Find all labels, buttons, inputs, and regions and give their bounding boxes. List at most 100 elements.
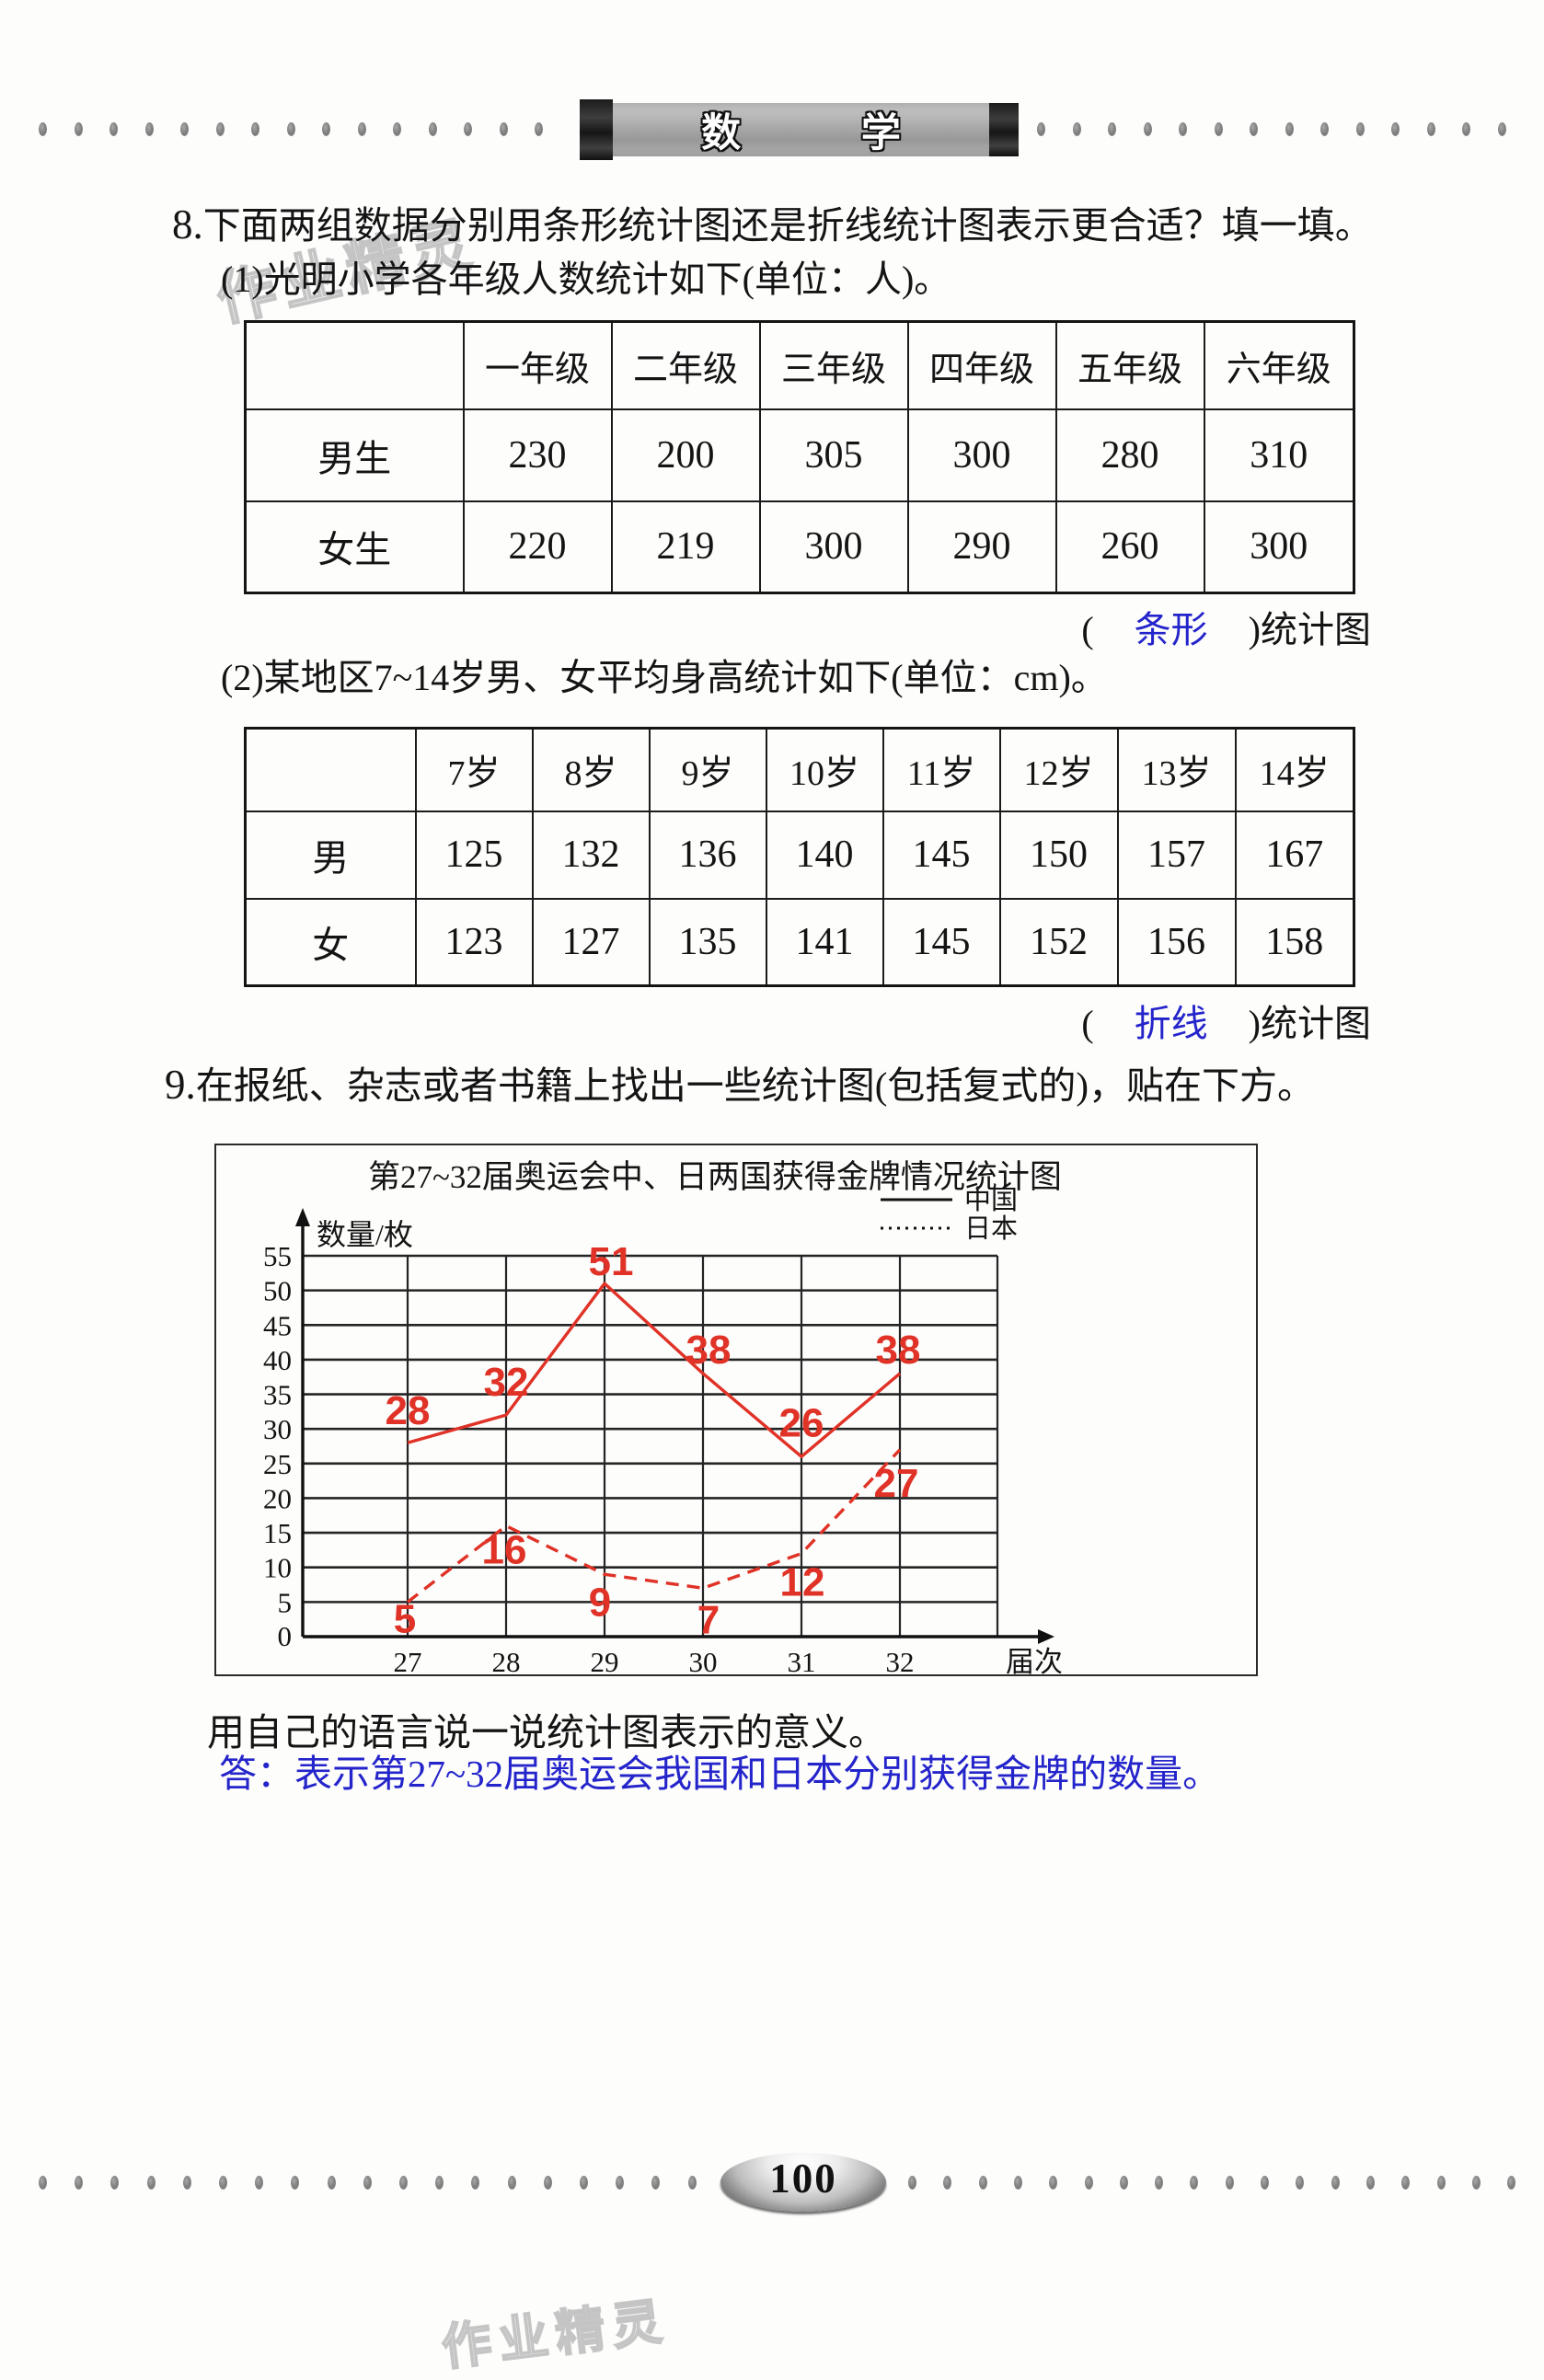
- table-cell: 123: [414, 897, 534, 987]
- open-paren: (: [1081, 609, 1094, 650]
- table-cell: 157: [1116, 810, 1237, 900]
- svg-text:45: 45: [263, 1309, 292, 1341]
- question-9-number: 9.: [165, 1062, 196, 1108]
- decorative-dot: [39, 122, 47, 136]
- legend-label: 日本: [964, 1213, 1018, 1244]
- table-cell: 158: [1234, 897, 1355, 987]
- question-9-answer: 答：表示第27~32届奥运会我国和日本分别获得金牌的数量。: [219, 1753, 1221, 1795]
- table-row: 男生 230 200 305 300 280 310: [244, 408, 1355, 502]
- decorative-dot: [1179, 122, 1187, 136]
- decorative-dot: [1225, 2176, 1234, 2190]
- decorative-dot: [357, 122, 366, 136]
- part2-body: 某地区7~14岁男、女平均身高统计如下(单位：cm)。: [263, 657, 1108, 698]
- data-point-label: 38: [686, 1328, 732, 1373]
- decorative-dot: [1155, 2176, 1164, 2190]
- decorative-dot: [471, 2176, 480, 2190]
- decorative-dot: [908, 2176, 916, 2190]
- decorative-dot: [399, 2176, 408, 2190]
- svg-text:50: 50: [263, 1275, 292, 1307]
- table-header-cell: 三年级: [758, 320, 909, 410]
- decorative-dot: [1320, 122, 1329, 136]
- table-header-cell: 一年级: [462, 320, 613, 410]
- table-cell: 230: [462, 408, 613, 502]
- workbook-page: 数 学 作业精灵 8.下面两组数据分别用条形统计图还是折线统计图表示更合适？填一…: [39, 99, 1516, 2377]
- part2-answer-line: (折线)统计图: [1081, 994, 1371, 1047]
- table-cell: 141: [765, 897, 884, 987]
- table-header-row: 一年级 二年级 三年级 四年级 五年级 六年级: [244, 320, 1355, 410]
- table-header-cell: 8岁: [531, 727, 651, 812]
- part1-answer-blank: 条形: [1134, 609, 1208, 650]
- table-row: 男 125 132 136 140 145 150 157 167: [244, 810, 1355, 900]
- table-cell: 305: [758, 408, 909, 502]
- decorative-dot: [39, 2176, 47, 2190]
- decorative-dot: [1261, 2176, 1269, 2190]
- table-cell: 136: [648, 810, 767, 900]
- svg-text:29: 29: [591, 1646, 619, 1674]
- table-cell: 132: [531, 810, 651, 900]
- table-cell: 300: [758, 500, 909, 594]
- svg-text:31: 31: [788, 1646, 816, 1674]
- y-axis-arrow-icon: [295, 1208, 310, 1226]
- decorative-dot: [687, 2176, 697, 2190]
- data-point-label: 27: [874, 1461, 919, 1506]
- decorative-dot: [978, 2176, 987, 2190]
- table-header-cell: 7岁: [414, 727, 534, 812]
- svg-text:40: 40: [263, 1344, 292, 1376]
- decorative-dot: [219, 2176, 227, 2190]
- svg-text:30: 30: [263, 1413, 292, 1445]
- decorative-dot: [1049, 2176, 1058, 2190]
- svg-text:35: 35: [263, 1379, 292, 1411]
- y-axis-label: 数量/枚: [317, 1218, 413, 1251]
- decorative-dot: [1365, 2176, 1375, 2190]
- decorative-dot: [144, 122, 154, 136]
- close-paren: ): [1248, 1003, 1261, 1044]
- decorative-dot: [1214, 122, 1223, 136]
- table-cell: 135: [648, 897, 767, 987]
- decorative-dot: [543, 2176, 552, 2190]
- height-by-age-table: 7岁 8岁 9岁 10岁 11岁 12岁 13岁 14岁男 125 132 136 140 145 150…: [244, 727, 1355, 987]
- table-cell: 152: [998, 897, 1119, 987]
- table-cell: 220: [462, 500, 613, 594]
- decorative-dot: [1108, 122, 1116, 136]
- table-header-cell: 14岁: [1234, 727, 1355, 812]
- svg-text:15: 15: [263, 1517, 292, 1549]
- table-cell: 150: [998, 810, 1119, 900]
- data-point-label: 51: [589, 1239, 634, 1284]
- table-row-label: 女: [244, 897, 417, 987]
- table-cell: 127: [531, 897, 651, 987]
- decorative-dot: [1037, 122, 1045, 136]
- svg-text:27: 27: [394, 1646, 422, 1674]
- decorative-dot: [182, 2176, 191, 2190]
- decorative-dot: [1296, 2176, 1305, 2190]
- svg-text:25: 25: [263, 1448, 292, 1480]
- decorative-dot: [1497, 122, 1506, 136]
- x-axis-label: 届次: [1006, 1646, 1063, 1674]
- decorative-dot: [251, 122, 259, 136]
- table-cell: 260: [1054, 500, 1205, 594]
- decorative-dot: [464, 122, 472, 136]
- question-9-prompt: 用自己的语言说一说统计图表示的意义。: [207, 1711, 886, 1753]
- decorative-dot: [1507, 2176, 1516, 2190]
- table-cell: 140: [765, 810, 884, 900]
- olympic-gold-medal-chart: 作业精灵 0 5 10 15 20 25 30 35 40 45 50 55 27 28 29 30 31 32 届…: [214, 1144, 1258, 2377]
- data-point-label: 16: [482, 1528, 527, 1573]
- decorative-dot: [363, 2176, 372, 2190]
- decorative-dot: [1143, 122, 1152, 136]
- table-header-cell: 五年级: [1054, 320, 1205, 410]
- series-japan: 5 16 9 7 12 27: [394, 1448, 919, 1642]
- table-cell: 200: [610, 408, 761, 502]
- decorative-dot: [1471, 2176, 1481, 2190]
- data-point-label: 7: [697, 1597, 720, 1642]
- question-8-body: 下面两组数据分别用条形统计图还是折线统计图表示更合适？填一填。: [202, 204, 1373, 247]
- decorative-dot: [255, 2176, 264, 2190]
- decorative-dot: [943, 2176, 952, 2190]
- decorative-dot: [393, 122, 401, 136]
- part1-body: 光明小学各年级人数统计如下(单位：人)。: [263, 259, 951, 300]
- decorative-dot: [215, 122, 225, 136]
- data-point-label: 5: [394, 1596, 416, 1641]
- table-row: 女生 220 219 300 290 260 300: [244, 500, 1355, 594]
- table-header-cell: 四年级: [906, 320, 1057, 410]
- data-point-label: 32: [484, 1360, 529, 1405]
